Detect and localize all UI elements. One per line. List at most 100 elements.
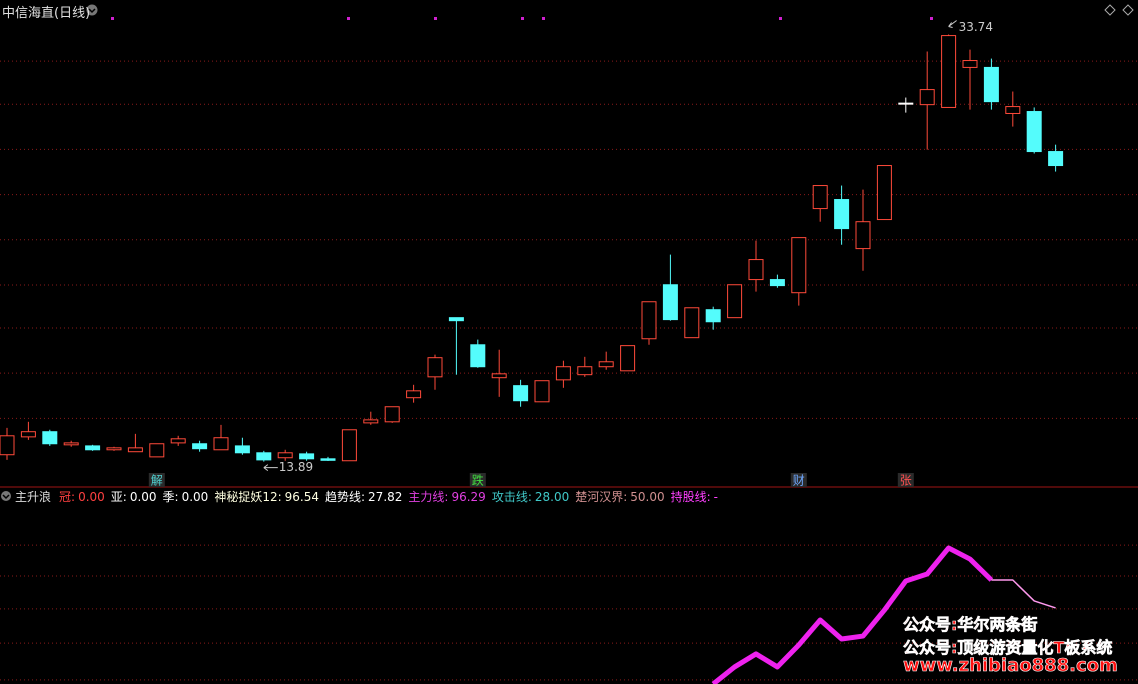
- candle-body: [0, 435, 15, 456]
- legend-item: 趋势线: 27.82: [325, 488, 402, 505]
- legend-item: 亚: 0.00: [111, 488, 157, 505]
- candle-body: [63, 442, 79, 446]
- legend-item: 持股线: -: [671, 488, 718, 505]
- high-arrow: [948, 20, 957, 28]
- candle-body: [812, 185, 828, 210]
- legend-value: 0.00: [78, 490, 105, 504]
- candle-body: [341, 429, 357, 462]
- candle-body: [277, 452, 293, 459]
- zoom-icon[interactable]: [1104, 4, 1116, 16]
- legend-item: 主力线: 96.29: [408, 488, 485, 505]
- legend-item: 楚河汉界: 50.00: [575, 488, 664, 505]
- watermark: 公众号:顶级游资量化T板系统: [903, 638, 1113, 658]
- signal-label: 财: [793, 474, 805, 488]
- watermark: 公众号:华尔两条街: [903, 615, 1038, 635]
- legend-label: 季:: [162, 490, 179, 504]
- high-label: 33.74: [959, 20, 993, 34]
- candle-body: [170, 438, 186, 444]
- watermark: www.zhibiao888.com: [903, 655, 1118, 677]
- indicator-menu-icon[interactable]: [1, 491, 11, 501]
- legend-item: 神秘捉妖12: 96.54: [214, 488, 319, 505]
- indicator-line: [991, 579, 1056, 609]
- signal-box: [897, 473, 914, 487]
- candle-body: [727, 284, 743, 319]
- menu-icon[interactable]: [86, 4, 98, 16]
- candle-body: [855, 221, 871, 250]
- candle-body: [577, 366, 593, 376]
- candle-body: [363, 419, 379, 424]
- candle-body: [598, 361, 614, 368]
- legend-item: 冠: 0.00: [59, 488, 105, 505]
- legend-value: 96.29: [451, 490, 486, 504]
- signal-box: [790, 473, 807, 487]
- legend-value: 27.82: [368, 490, 403, 504]
- indicator-title: 主升浪: [15, 490, 52, 504]
- candle-body: [769, 279, 785, 287]
- candle-body: [983, 66, 999, 103]
- candle-body: [320, 458, 336, 461]
- candle-body: [384, 406, 400, 423]
- low-arrow: [263, 464, 278, 472]
- candle-body: [941, 35, 957, 108]
- candle-body: [1048, 151, 1064, 167]
- candle-body: [705, 309, 721, 323]
- legend-item: 季: 0.00: [163, 488, 209, 505]
- candle-body: [962, 60, 978, 68]
- candle-body: [662, 284, 678, 321]
- candle-body: [919, 89, 935, 106]
- top-markers: [111, 17, 933, 20]
- legend-value: 50.00: [630, 490, 665, 504]
- settings-icon[interactable]: [1122, 4, 1134, 16]
- candle-body: [898, 102, 914, 105]
- candle-body: [149, 443, 165, 458]
- candle-body: [213, 437, 229, 451]
- signal-box: [469, 473, 486, 487]
- signal-box: [148, 473, 165, 487]
- candle-body: [555, 366, 571, 381]
- candle-body: [85, 445, 101, 451]
- candle-body: [470, 344, 486, 368]
- signal-label: 解: [151, 474, 163, 488]
- legend-value: -: [713, 490, 719, 504]
- indicator-legend: 主升浪 冠: 0.00 亚: 0.00 季: 0.00 神秘捉妖12: 96.54 趋势线: 27…: [0, 488, 724, 505]
- legend-value: 96.54: [284, 490, 319, 504]
- legend-label: 冠:: [59, 490, 76, 504]
- candle-body: [1005, 106, 1021, 114]
- candle-body: [448, 317, 464, 322]
- candle-body: [192, 443, 208, 450]
- indicator-menu-chevron: [2, 494, 10, 500]
- legend-label: 亚:: [110, 490, 127, 504]
- candle-body: [620, 345, 636, 372]
- legend-value: 0.00: [129, 490, 157, 504]
- candle-body: [1026, 111, 1042, 153]
- candle-body: [42, 431, 58, 445]
- candle-body: [748, 259, 764, 281]
- indicator-line: [711, 545, 994, 684]
- candle-body: [106, 447, 122, 451]
- signal-label: 张: [900, 474, 912, 488]
- candle-body: [876, 165, 892, 221]
- candle-body: [534, 380, 550, 403]
- candle-body: [513, 385, 529, 402]
- candle-body: [20, 431, 36, 438]
- legend-value: 28.00: [534, 490, 570, 504]
- candle-body: [684, 307, 700, 339]
- legend-label: 楚河汉界:: [575, 490, 628, 504]
- legend-item: 攻击线: 28.00: [492, 488, 569, 505]
- signal-label: 跌: [472, 473, 484, 488]
- menu-icon-chevron: [88, 8, 96, 14]
- candle-body: [641, 301, 657, 340]
- candle-body: [256, 452, 272, 461]
- candle-body: [234, 445, 250, 454]
- legend-label: 趋势线:: [325, 490, 366, 504]
- low-label: 13.89: [279, 460, 313, 474]
- legend-label: 持股线:: [670, 490, 711, 504]
- candle-body: [127, 447, 143, 453]
- legend-label: 主力线:: [408, 490, 449, 504]
- candle-body: [834, 199, 850, 230]
- legend-value: 0.00: [181, 490, 209, 504]
- candle-body: [791, 237, 807, 294]
- candle-body: [491, 373, 507, 379]
